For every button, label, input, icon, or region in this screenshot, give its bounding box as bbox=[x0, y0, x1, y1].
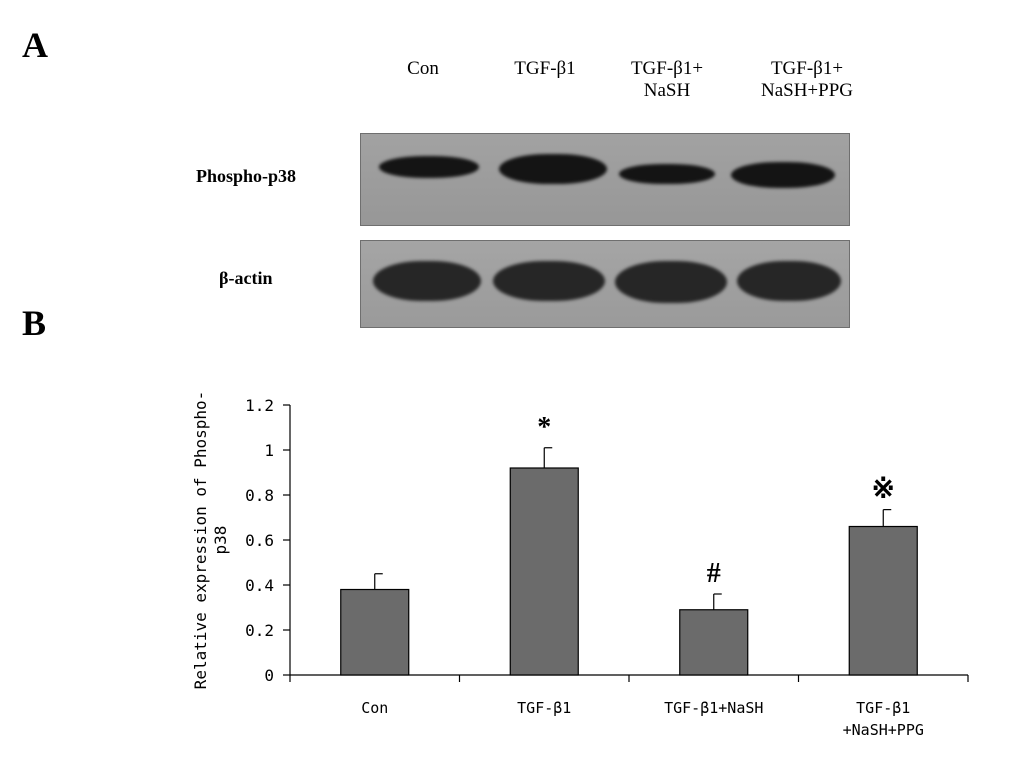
lane-label-tgf: TGF-β1 bbox=[495, 58, 595, 80]
blot-beta-actin bbox=[360, 240, 850, 328]
blot-phospho-p38 bbox=[360, 133, 850, 226]
y-tick-label: 0.6 bbox=[245, 531, 274, 550]
band-actin-tgf bbox=[493, 261, 605, 301]
row-label-phospho-p38: Phospho-p38 bbox=[196, 166, 297, 186]
bar bbox=[509, 467, 579, 676]
lane-label-tgf-line1: TGF-β1 bbox=[514, 58, 576, 79]
y-axis-label-line: Relative expression of Phospho- bbox=[191, 391, 210, 690]
y-axis-label: Relative expression of Phospho-p38 bbox=[191, 391, 230, 690]
lane-label-tgf-nash-line1: TGF-β1+ bbox=[630, 58, 704, 79]
y-tick-label: 0.2 bbox=[245, 621, 274, 640]
lane-label-tgf-nash-ppg: TGF-β1+ NaSH+PPG bbox=[742, 58, 872, 102]
y-axis-label-line: p38 bbox=[211, 526, 230, 555]
chart-bars bbox=[340, 447, 918, 676]
lane-label-tgf-nash: TGF-β1+ NaSH bbox=[612, 58, 722, 102]
y-tick-label: 0 bbox=[264, 666, 274, 685]
lane-label-tgf-nash-ppg-line2: NaSH+PPG bbox=[760, 80, 853, 101]
panel-label-a: A bbox=[22, 25, 48, 65]
x-tick-label: TGF-β1 bbox=[856, 699, 910, 717]
y-tick-label: 0.4 bbox=[245, 576, 274, 595]
band-p38-tgf bbox=[499, 154, 607, 184]
lane-label-tgf-nash-ppg-line1: TGF-β1+ bbox=[770, 58, 844, 79]
band-actin-tgf-nash bbox=[615, 261, 727, 303]
significance-mark: * bbox=[537, 412, 551, 443]
y-tick-label: 1.2 bbox=[245, 396, 274, 415]
panel-label-b: B bbox=[22, 303, 47, 343]
bar bbox=[848, 525, 918, 676]
y-tick-label: 1 bbox=[264, 441, 274, 460]
lane-label-tgf-nash-line2: NaSH bbox=[643, 80, 691, 101]
x-tick-label: TGF-β1 bbox=[517, 699, 571, 717]
chart-labels: 0 0.2 0.4 0.6 0.8 1 1.2 Relative expression of … bbox=[191, 391, 924, 739]
significance-mark: # bbox=[707, 558, 721, 589]
y-tick-label: 0.8 bbox=[245, 486, 274, 505]
x-tick-label: +NaSH+PPG bbox=[843, 721, 924, 739]
lane-label-con-line1: Con bbox=[407, 58, 439, 79]
band-actin-con bbox=[373, 261, 481, 301]
row-label-beta-actin: β-actin bbox=[219, 268, 273, 288]
x-tick-label: TGF-β1+NaSH bbox=[664, 699, 763, 717]
bar bbox=[679, 609, 749, 676]
band-actin-tgf-nash-ppg bbox=[737, 261, 841, 301]
band-p38-con bbox=[379, 156, 479, 178]
band-p38-tgf-nash bbox=[619, 164, 715, 184]
band-p38-tgf-nash-ppg bbox=[731, 162, 835, 188]
significance-mark: ※ bbox=[872, 474, 895, 505]
lane-label-con: Con bbox=[388, 58, 458, 80]
x-tick-label: Con bbox=[361, 699, 388, 717]
bar bbox=[340, 588, 410, 676]
